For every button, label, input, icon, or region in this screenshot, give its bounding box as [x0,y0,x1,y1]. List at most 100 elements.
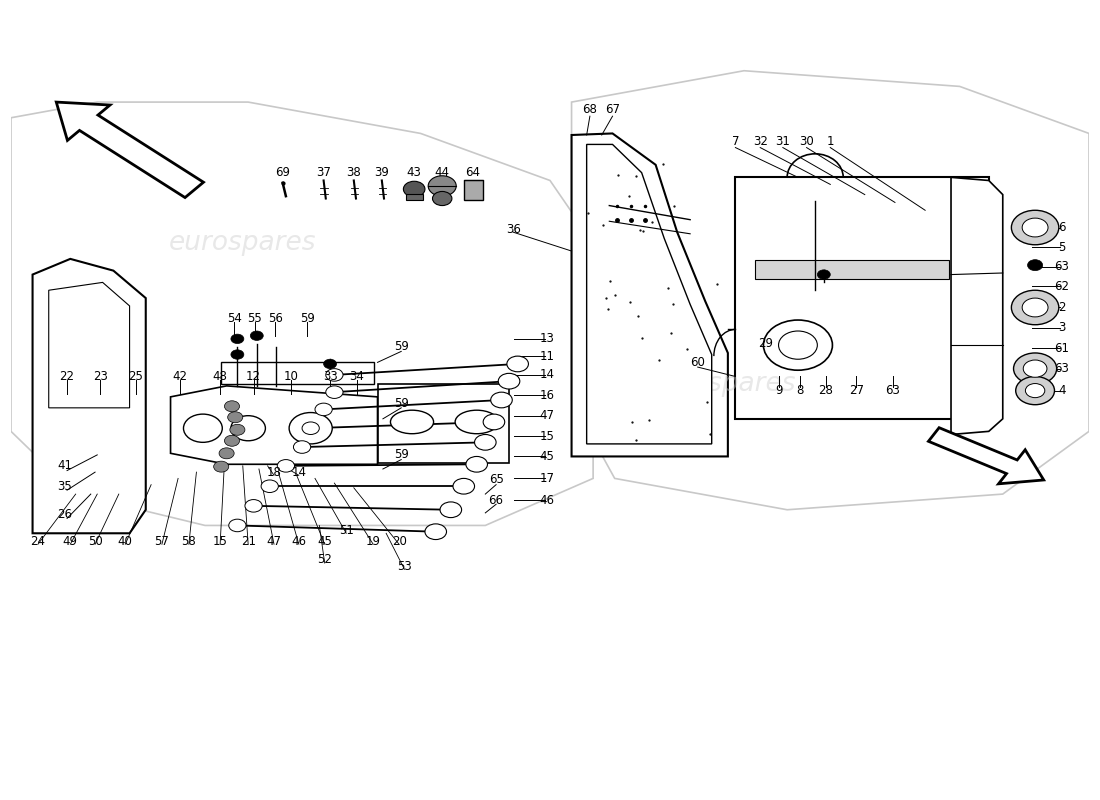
Circle shape [1011,210,1059,245]
Text: 35: 35 [57,480,73,493]
Text: 14: 14 [292,466,306,478]
Circle shape [1013,353,1057,384]
Text: 10: 10 [284,370,299,383]
Text: 44: 44 [434,166,450,179]
Text: 7: 7 [732,134,739,148]
Circle shape [224,435,240,446]
Text: 63: 63 [1055,362,1069,375]
Circle shape [213,461,229,472]
Bar [736,178,989,419]
Text: 46: 46 [292,534,306,548]
Circle shape [315,403,332,416]
Circle shape [231,350,244,359]
Text: 47: 47 [539,409,554,422]
Text: 31: 31 [776,134,790,148]
Text: 11: 11 [539,350,554,362]
Circle shape [326,386,343,398]
Text: 48: 48 [212,370,228,383]
Text: 38: 38 [346,166,361,179]
Text: 59: 59 [394,448,409,462]
Text: 9: 9 [774,384,782,397]
Text: 63: 63 [1055,260,1069,274]
Text: 61: 61 [1055,342,1069,354]
Text: 66: 66 [488,494,504,507]
Text: 2: 2 [1058,301,1066,314]
Text: 6: 6 [1058,221,1066,234]
Bar [406,194,422,200]
Text: 30: 30 [800,134,814,148]
Bar [755,261,949,279]
Polygon shape [170,386,377,464]
Circle shape [219,448,234,459]
Circle shape [474,434,496,450]
Text: 50: 50 [88,534,102,548]
Text: 40: 40 [118,534,133,548]
Text: 29: 29 [758,337,773,350]
Text: 37: 37 [316,166,331,179]
Text: 63: 63 [886,384,900,397]
Text: 25: 25 [129,370,143,383]
Circle shape [302,422,319,434]
Text: eurospares: eurospares [169,230,317,256]
Circle shape [261,480,278,493]
Circle shape [326,369,343,381]
Circle shape [231,416,265,441]
Circle shape [228,412,243,422]
Circle shape [425,524,447,539]
Polygon shape [572,134,728,457]
Text: 53: 53 [397,560,411,573]
Ellipse shape [390,410,433,434]
Text: 14: 14 [539,369,554,382]
Text: 62: 62 [1055,280,1069,293]
Text: 26: 26 [57,508,73,521]
Circle shape [245,499,262,512]
Circle shape [440,502,462,518]
Circle shape [277,459,295,472]
Polygon shape [33,259,145,534]
Circle shape [1025,383,1045,398]
Text: 12: 12 [246,370,261,383]
Text: 36: 36 [506,222,520,235]
Text: 59: 59 [300,312,315,325]
Text: 15: 15 [212,534,228,548]
Text: 13: 13 [539,332,554,346]
Circle shape [432,191,452,206]
Text: 41: 41 [57,459,73,472]
Circle shape [1027,260,1043,270]
Text: 39: 39 [374,166,389,179]
Polygon shape [56,102,204,198]
Text: 33: 33 [322,370,338,383]
Polygon shape [952,178,1003,434]
Circle shape [323,359,337,369]
Text: 67: 67 [605,103,620,117]
Circle shape [1023,360,1047,378]
Text: 22: 22 [59,370,75,383]
Text: 51: 51 [339,524,354,537]
Text: 69: 69 [275,166,290,179]
Circle shape [507,356,528,372]
Text: 32: 32 [752,134,768,148]
Bar [464,181,483,200]
Text: 45: 45 [317,534,332,548]
Text: 18: 18 [266,466,282,478]
Circle shape [498,374,520,389]
Circle shape [224,401,240,412]
Text: 60: 60 [690,356,705,369]
Text: eurospares: eurospares [649,371,796,398]
Text: 3: 3 [1058,322,1066,334]
Circle shape [491,392,513,408]
Text: 20: 20 [392,534,407,548]
Text: 28: 28 [818,384,834,397]
Text: 27: 27 [849,384,864,397]
Polygon shape [586,145,712,444]
Circle shape [404,182,425,197]
Text: 46: 46 [539,494,554,507]
Polygon shape [928,428,1044,484]
Circle shape [453,478,474,494]
Ellipse shape [455,410,498,434]
Circle shape [817,270,830,279]
Text: 24: 24 [31,534,45,548]
Circle shape [1011,290,1059,325]
Text: 57: 57 [154,534,169,548]
Circle shape [779,331,817,359]
